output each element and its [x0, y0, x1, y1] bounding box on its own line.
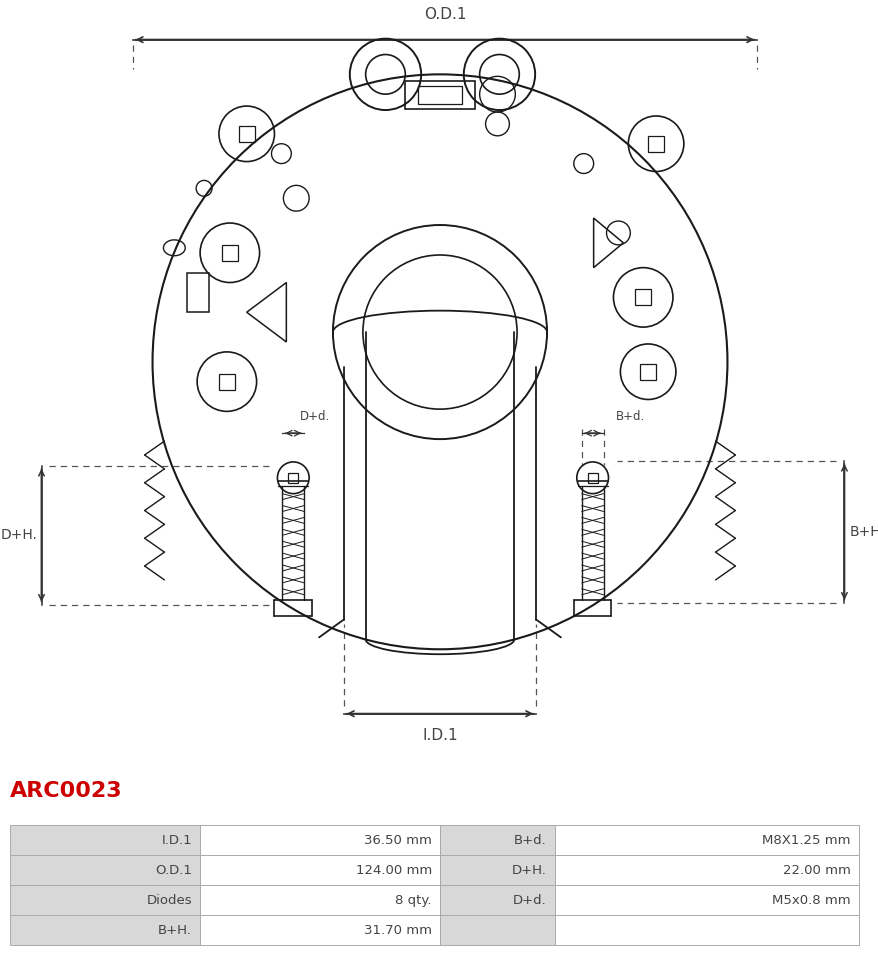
Bar: [440, 825, 554, 855]
Text: M5x0.8 mm: M5x0.8 mm: [772, 893, 850, 907]
Text: I.D.1: I.D.1: [421, 728, 457, 742]
Text: O.D.1: O.D.1: [423, 7, 465, 21]
Bar: [200, 885, 440, 915]
Text: D+d.: D+d.: [513, 893, 546, 907]
Text: I.D.1: I.D.1: [162, 834, 191, 847]
Bar: [647, 136, 663, 152]
Text: B+H.: B+H.: [848, 524, 878, 539]
Text: D+d.: D+d.: [300, 411, 330, 423]
Bar: [288, 473, 298, 483]
Bar: [635, 289, 651, 306]
Bar: [405, 82, 474, 109]
Text: M8X1.25 mm: M8X1.25 mm: [761, 834, 850, 847]
Text: 124.00 mm: 124.00 mm: [356, 864, 431, 877]
Bar: [200, 825, 440, 855]
Text: D+H.: D+H.: [512, 864, 546, 877]
Bar: [554, 915, 858, 945]
Text: 8 qty.: 8 qty.: [395, 893, 431, 907]
Text: ARC0023: ARC0023: [10, 781, 123, 801]
Text: B+d.: B+d.: [514, 834, 546, 847]
Text: B+H.: B+H.: [158, 923, 191, 937]
Bar: [440, 885, 554, 915]
Text: B+d.: B+d.: [615, 411, 644, 423]
Bar: [187, 272, 209, 312]
Bar: [440, 855, 554, 885]
Bar: [10, 855, 200, 885]
Bar: [239, 126, 255, 142]
Bar: [10, 885, 200, 915]
Bar: [221, 245, 238, 261]
Text: 22.00 mm: 22.00 mm: [782, 864, 850, 877]
Bar: [200, 915, 440, 945]
Bar: [554, 825, 858, 855]
Bar: [10, 915, 200, 945]
Text: D+H.: D+H.: [1, 528, 38, 542]
Bar: [418, 87, 461, 104]
Bar: [554, 885, 858, 915]
Bar: [587, 473, 597, 483]
Bar: [10, 825, 200, 855]
Bar: [440, 915, 554, 945]
Bar: [200, 855, 440, 885]
Text: 36.50 mm: 36.50 mm: [363, 834, 431, 847]
Text: 31.70 mm: 31.70 mm: [363, 923, 431, 937]
Bar: [554, 855, 858, 885]
Bar: [639, 364, 655, 379]
Text: Diodes: Diodes: [147, 893, 191, 907]
Bar: [219, 374, 234, 389]
Text: O.D.1: O.D.1: [155, 864, 191, 877]
